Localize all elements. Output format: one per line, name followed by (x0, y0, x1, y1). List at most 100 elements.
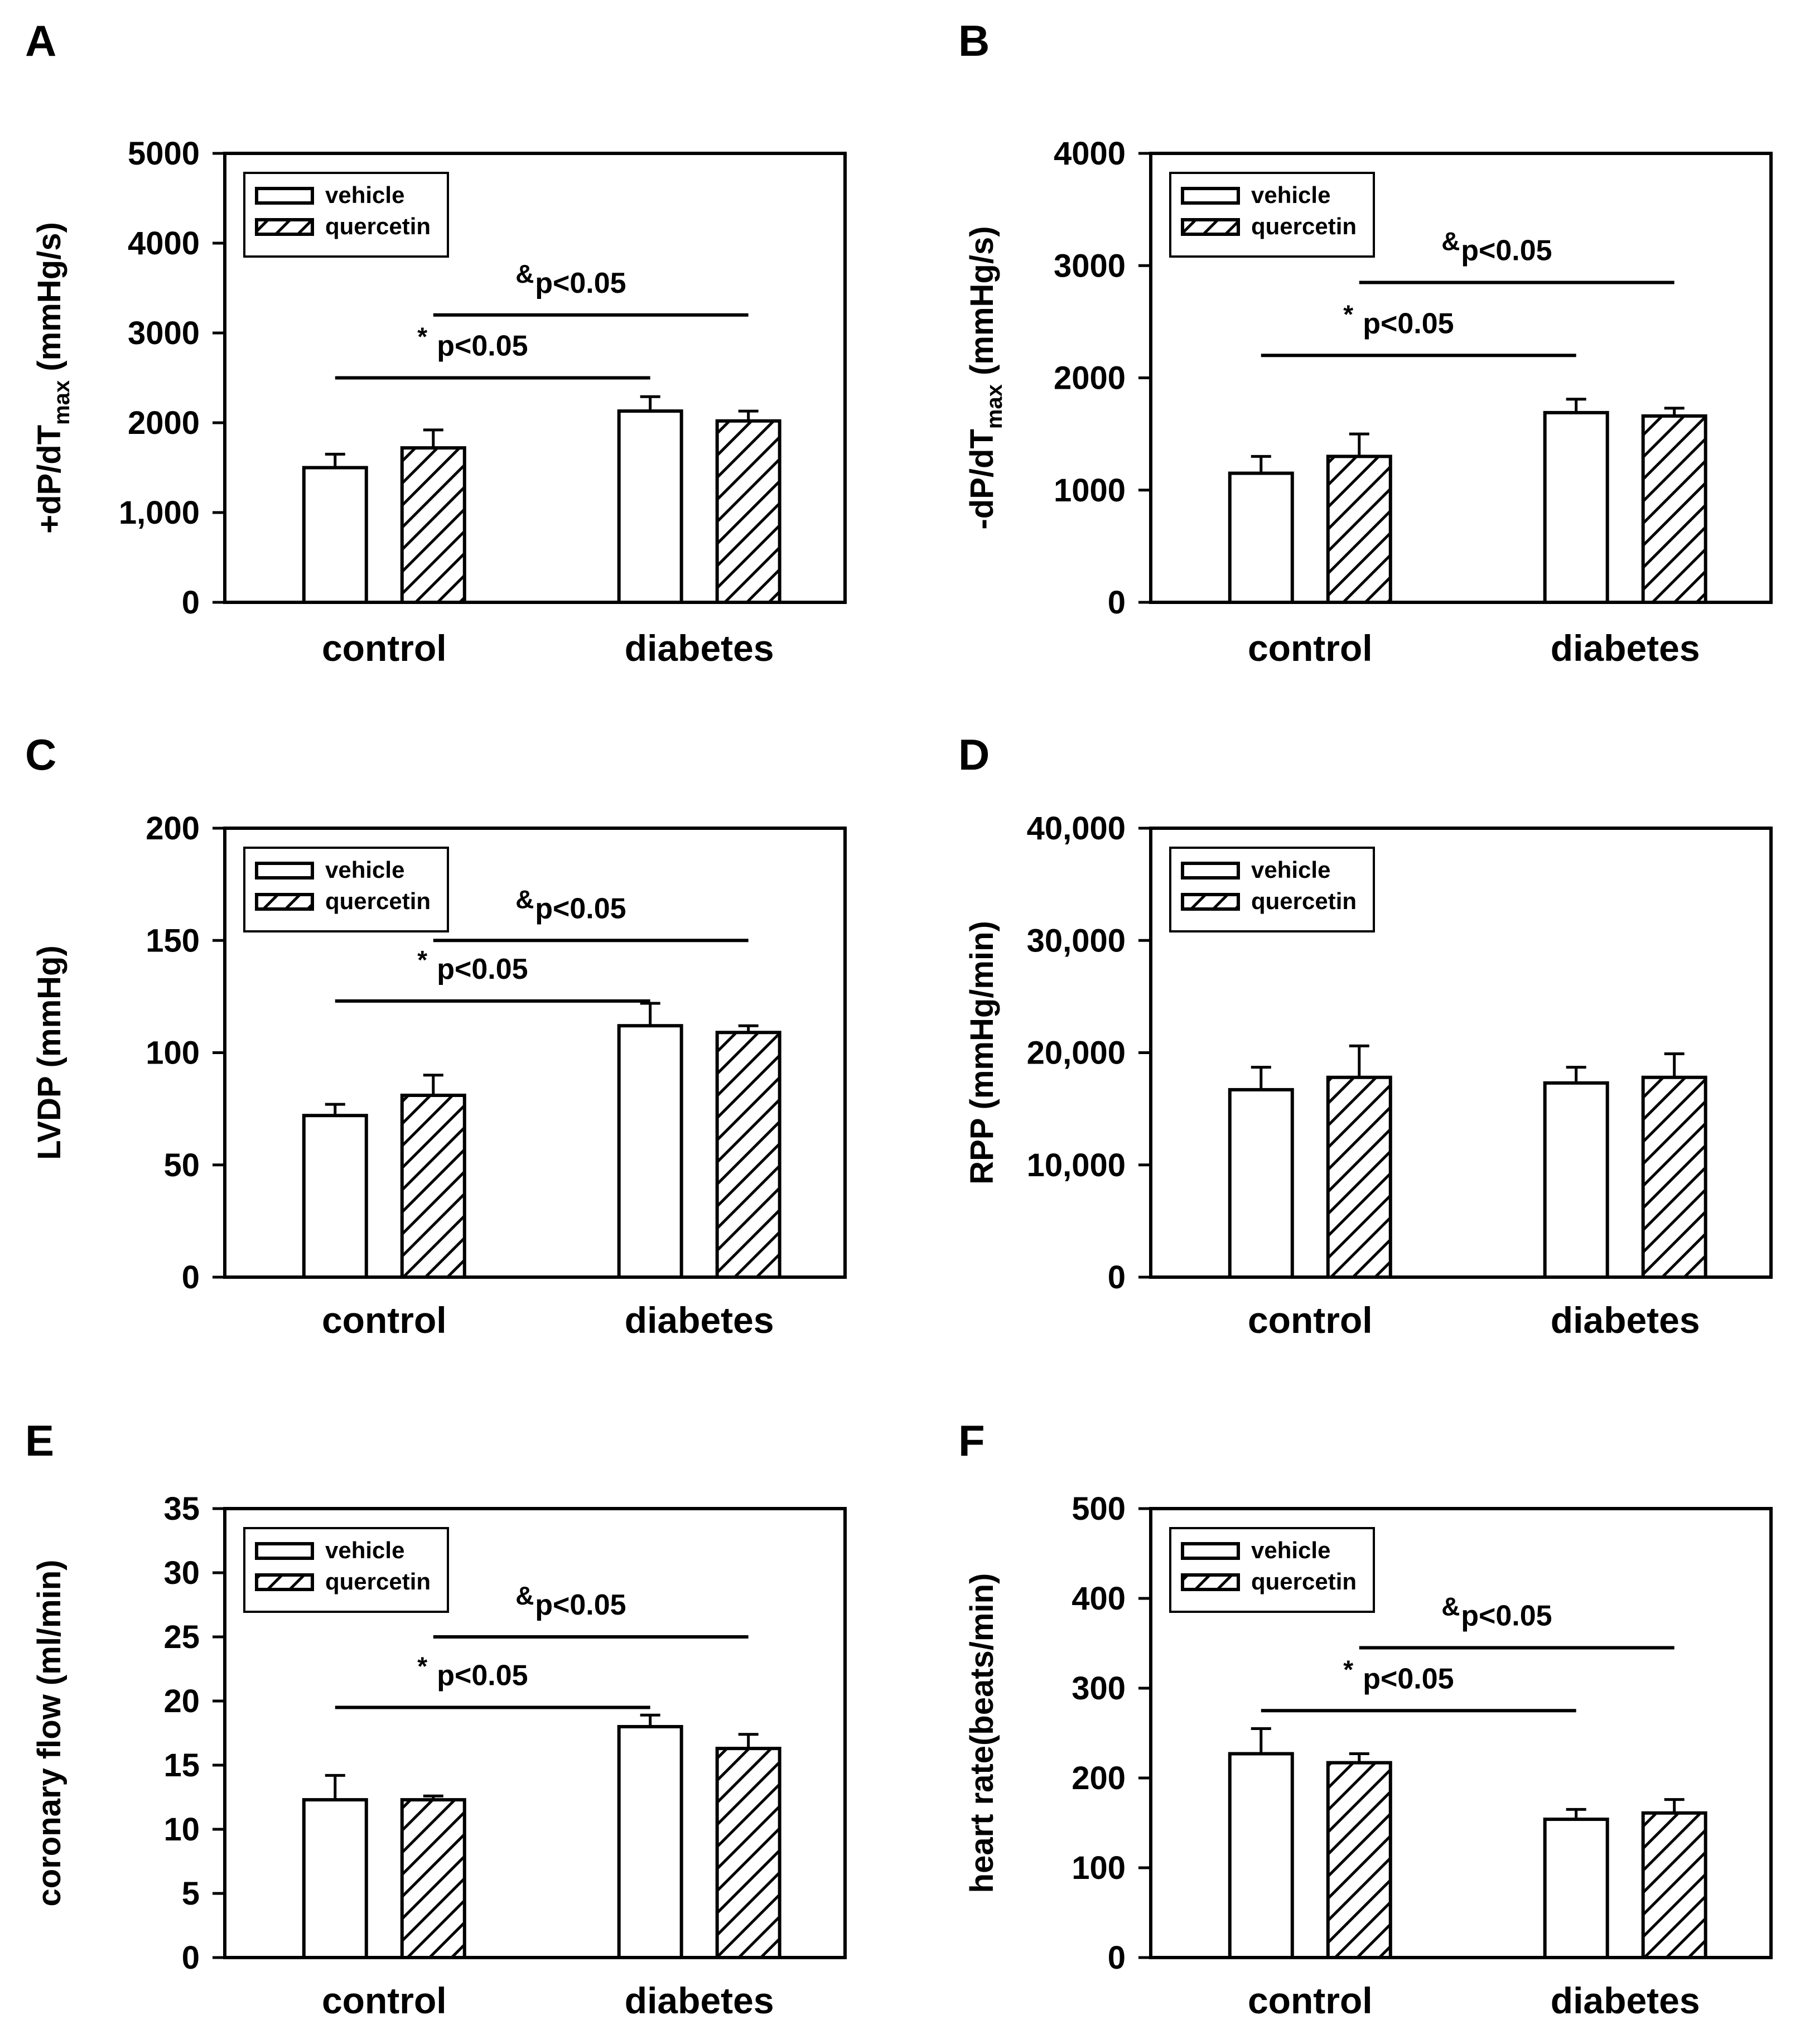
significance-text: p<0.05 (437, 1660, 528, 1692)
legend-label-vehicle: vehicle (1251, 857, 1330, 883)
bar-quercetin-diabetes (1641, 1811, 1707, 1960)
y-tick-label: 3000 (1054, 248, 1126, 284)
bar-quercetin-diabetes (1641, 1075, 1707, 1279)
legend-label-vehicle: vehicle (325, 182, 404, 208)
legend-swatch-quercetin (255, 1573, 314, 1591)
panel-letter: E (25, 1416, 54, 1465)
bar-quercetin-control (1326, 455, 1392, 604)
legend-swatch-vehicle (1181, 862, 1240, 880)
y-tick-label: 1,000 (119, 495, 200, 531)
legend-label-quercetin: quercetin (1251, 1568, 1357, 1594)
legend-label-quercetin: quercetin (325, 888, 431, 914)
legend-label-vehicle: vehicle (325, 857, 404, 883)
y-tick-label: 15 (163, 1747, 200, 1784)
bar-quercetin-control (400, 446, 466, 605)
bar-vehicle-diabetes (617, 409, 683, 604)
bar-quercetin-control (400, 1093, 466, 1279)
legend-label-vehicle: vehicle (1251, 182, 1330, 208)
y-axis-label: RPP (mmHg/min) (964, 921, 1000, 1185)
y-tick-label: 3000 (128, 315, 200, 351)
category-label-control: control (322, 1299, 447, 1341)
bar-quercetin-diabetes (715, 419, 781, 605)
y-tick-label: 5000 (128, 136, 200, 172)
y-tick-label: 25 (163, 1619, 200, 1655)
category-label-control: control (1248, 1299, 1373, 1341)
bar-vehicle-control (302, 1798, 368, 1960)
y-tick-label: 0 (1108, 584, 1126, 621)
y-axis-label-main: LVDP (mmHg) (31, 945, 67, 1160)
panel-letter: B (958, 16, 990, 65)
significance-symbol: & (515, 885, 534, 914)
y-axis-label-unit: (mmHg/s) (31, 222, 67, 380)
y-tick-label: 200 (146, 810, 200, 847)
bar-vehicle-control (1228, 471, 1294, 604)
y-axis-label: coronary flow (ml/min) (31, 1560, 67, 1907)
bar-vehicle-diabetes (1543, 410, 1609, 604)
panel-d: D 0 10,000 20,000 30,000 40,000 control diabete… (958, 730, 1773, 1341)
bar-vehicle-diabetes (1543, 1818, 1609, 1960)
legend-swatch-vehicle (1181, 187, 1240, 205)
panel-b: B 0 1000 2000 3000 4000 control diabetes * p<0.05… (958, 16, 1773, 669)
y-tick-label: 400 (1072, 1581, 1126, 1617)
legend-label-quercetin: quercetin (1251, 213, 1357, 239)
significance-symbol: * (1343, 1655, 1353, 1684)
legend: vehicle quercetin (1169, 847, 1375, 932)
legend-label-vehicle: vehicle (1251, 1537, 1330, 1563)
panel-letter: F (958, 1416, 985, 1465)
bar-quercetin-control (1326, 1075, 1392, 1279)
panel-a: A 0 1,000 2000 3000 4000 5000 control diabetes * p… (25, 16, 847, 669)
legend-swatch-quercetin (255, 218, 314, 236)
significance-symbol: * (417, 945, 427, 974)
y-axis-label-main: +dP/dT (31, 425, 67, 534)
legend-label-quercetin: quercetin (1251, 888, 1357, 914)
y-tick-label: 1000 (1054, 472, 1126, 509)
significance-symbol: * (417, 1652, 427, 1681)
legend-swatch-quercetin (1181, 893, 1240, 911)
significance-symbol: & (1441, 1592, 1460, 1621)
bar-vehicle-control (1228, 1088, 1294, 1279)
bar-quercetin-control (400, 1798, 466, 1960)
significance-text: p<0.05 (1461, 234, 1552, 267)
y-tick-label: 10 (163, 1811, 200, 1848)
y-tick-label: 5 (182, 1876, 200, 1912)
category-label-control: control (322, 1980, 447, 2021)
y-tick-label: 100 (146, 1035, 200, 1071)
y-tick-label: 10,000 (1027, 1147, 1126, 1183)
y-axis-label: -dP/dTmax (mmHg/s) (964, 226, 1007, 529)
y-tick-label: 300 (1072, 1670, 1126, 1707)
legend-swatch-quercetin (255, 893, 314, 911)
significance-text: p<0.05 (535, 892, 626, 925)
significance-symbol: & (515, 1581, 534, 1610)
y-axis-label: heart rate(beats/min) (964, 1573, 1000, 1893)
significance-symbol: * (1343, 299, 1353, 328)
category-label-diabetes: diabetes (625, 1980, 774, 2021)
panel-letter: C (25, 730, 56, 779)
bar-vehicle-diabetes (617, 1024, 683, 1279)
y-tick-label: 500 (1072, 1491, 1126, 1527)
legend-label-quercetin: quercetin (325, 213, 431, 239)
bar-vehicle-control (1228, 1752, 1294, 1960)
y-axis-label-main: heart rate(beats/min) (964, 1573, 1000, 1893)
category-label-control: control (1248, 1980, 1373, 2021)
y-axis-label-main: coronary flow (ml/min) (31, 1560, 67, 1907)
category-label-diabetes: diabetes (1551, 1980, 1700, 2021)
legend-swatch-vehicle (1181, 1542, 1240, 1560)
category-label-diabetes: diabetes (625, 627, 774, 669)
legend: vehicle quercetin (243, 172, 449, 258)
y-tick-label: 2000 (128, 405, 200, 441)
y-tick-label: 20 (163, 1683, 200, 1719)
plot-frame (1149, 1507, 1773, 1959)
y-tick-label: 100 (1072, 1850, 1126, 1886)
y-tick-label: 200 (1072, 1760, 1126, 1796)
y-tick-label: 4000 (1054, 136, 1126, 172)
category-label-control: control (1248, 627, 1373, 669)
y-tick-label: 4000 (128, 225, 200, 262)
y-tick-label: 40,000 (1027, 810, 1126, 847)
y-axis-label-unit: (mmHg/s) (964, 226, 1000, 384)
significance-symbol: & (1441, 226, 1460, 255)
y-tick-label: 0 (182, 584, 200, 621)
bar-quercetin-diabetes (715, 1747, 781, 1960)
